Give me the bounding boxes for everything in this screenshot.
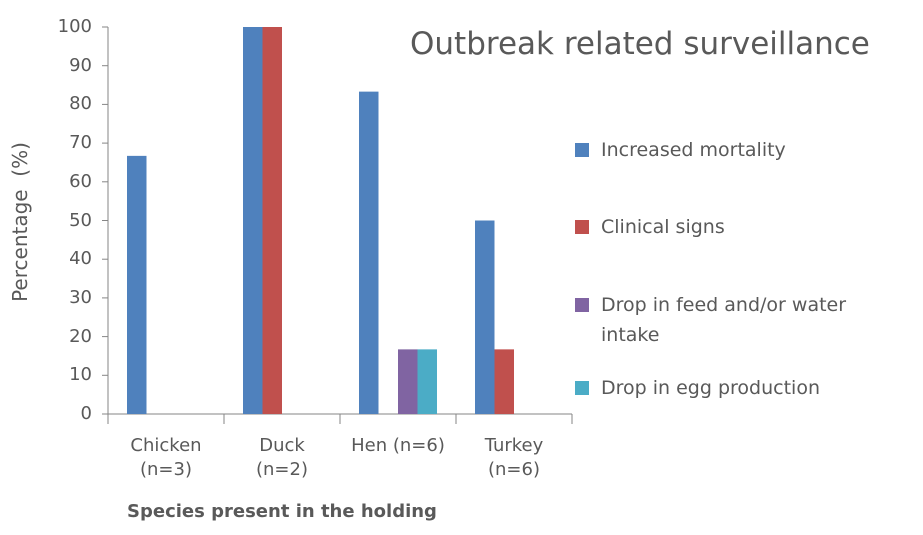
x-tick-label: Turkey (n=6) — [484, 435, 544, 480]
bar — [243, 27, 263, 414]
legend-entry: Increased mortality — [575, 135, 901, 165]
y-tick-label: 100 — [57, 16, 92, 37]
x-tick-label: Duck (n=2) — [256, 435, 308, 480]
bar — [475, 220, 495, 414]
x-axis-title: Species present in the holding — [127, 501, 437, 522]
legend-entry: Drop in egg production — [575, 373, 901, 403]
legend-entry: Drop in feed and/or water intake — [575, 290, 901, 350]
bar — [359, 91, 379, 414]
y-tick-label: 30 — [69, 286, 92, 308]
y-tick-label: 40 — [69, 248, 92, 270]
legend-swatch — [575, 220, 589, 234]
y-tick-label: 70 — [69, 132, 92, 154]
legend-entry: Clinical signs — [575, 212, 901, 242]
y-tick-label: 60 — [69, 170, 92, 192]
y-axis-title: Percentage (%) — [8, 142, 32, 302]
bar — [262, 27, 282, 414]
x-tick-label: Chicken (n=3) — [130, 435, 202, 480]
chart-title: Outbreak related surveillance — [410, 26, 870, 62]
legend-swatch — [575, 143, 589, 157]
y-tick-label: 20 — [69, 325, 92, 347]
legend-swatch — [575, 298, 589, 312]
bar — [494, 349, 514, 414]
y-tick-label: 80 — [69, 93, 92, 115]
legend-swatch — [575, 381, 589, 395]
y-tick-label: 0 — [80, 403, 92, 424]
bar — [417, 349, 437, 414]
x-tick-label: Hen (n=6) — [351, 435, 445, 456]
y-tick-label: 90 — [69, 54, 92, 76]
bar — [398, 349, 418, 414]
bar — [127, 155, 147, 414]
y-tick-label: 50 — [69, 209, 92, 231]
y-tick-label: 10 — [69, 364, 92, 386]
